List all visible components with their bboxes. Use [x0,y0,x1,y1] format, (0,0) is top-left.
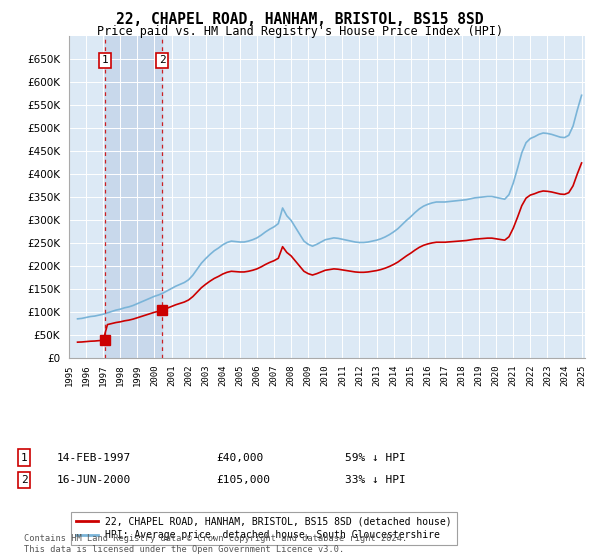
Text: 14-FEB-1997: 14-FEB-1997 [57,452,131,463]
Text: Price paid vs. HM Land Registry's House Price Index (HPI): Price paid vs. HM Land Registry's House … [97,25,503,38]
Text: 2: 2 [159,55,166,66]
Legend: 22, CHAPEL ROAD, HANHAM, BRISTOL, BS15 8SD (detached house), HPI: Average price,: 22, CHAPEL ROAD, HANHAM, BRISTOL, BS15 8… [71,511,457,545]
Text: £105,000: £105,000 [216,475,270,485]
Text: 33% ↓ HPI: 33% ↓ HPI [345,475,406,485]
Text: 2: 2 [20,475,28,485]
Text: 1: 1 [102,55,109,66]
Text: Contains HM Land Registry data © Crown copyright and database right 2024.
This d: Contains HM Land Registry data © Crown c… [24,534,407,554]
Bar [105,36,162,358]
Text: 59% ↓ HPI: 59% ↓ HPI [345,452,406,463]
Text: 16-JUN-2000: 16-JUN-2000 [57,475,131,485]
Text: 1: 1 [20,452,28,463]
Text: 22, CHAPEL ROAD, HANHAM, BRISTOL, BS15 8SD: 22, CHAPEL ROAD, HANHAM, BRISTOL, BS15 8… [116,12,484,27]
Text: £40,000: £40,000 [216,452,263,463]
